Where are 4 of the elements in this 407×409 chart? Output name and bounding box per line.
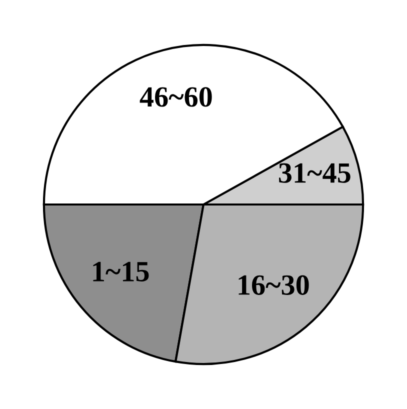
slice-label: 31~45: [279, 163, 350, 183]
slice-label: 16~30: [238, 275, 309, 295]
slice-label: 1~15: [93, 262, 149, 282]
slice-label: 46~60: [140, 87, 212, 107]
